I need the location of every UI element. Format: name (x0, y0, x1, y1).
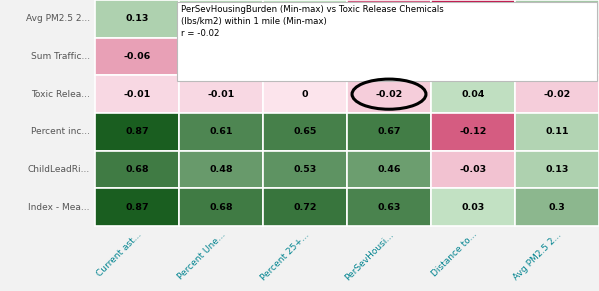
Text: 0.13: 0.13 (545, 165, 568, 174)
Text: Distance to...: Distance to... (431, 230, 479, 279)
Bar (347, 188, 431, 226)
Text: Avg PM2.5 2...: Avg PM2.5 2... (26, 14, 90, 23)
Text: 0.48: 0.48 (209, 165, 233, 174)
Bar (95, 75, 179, 113)
Text: 0.46: 0.46 (377, 165, 401, 174)
Text: 0: 0 (302, 90, 308, 99)
FancyBboxPatch shape (177, 2, 597, 81)
Text: 0.05: 0.05 (294, 14, 317, 23)
Text: Index - Mea...: Index - Mea... (29, 203, 90, 212)
Bar (95, 113, 179, 151)
Bar (347, 113, 431, 151)
Bar (515, 75, 599, 113)
Text: PerSevHousi...: PerSevHousi... (343, 230, 395, 282)
Bar (263, 38, 347, 75)
Bar (515, 0, 599, 38)
Bar (515, 113, 599, 151)
Bar (179, 151, 263, 188)
Bar (431, 151, 515, 188)
Text: 0.09: 0.09 (209, 14, 232, 23)
Bar (515, 38, 599, 75)
Text: 0.3: 0.3 (549, 203, 565, 212)
Bar (431, 38, 515, 75)
Text: -0.12: -0.12 (459, 127, 486, 136)
Bar (179, 188, 263, 226)
Text: 0.67: 0.67 (377, 127, 401, 136)
Bar (347, 38, 431, 75)
Bar (179, 38, 263, 75)
Bar (347, 151, 431, 188)
Text: 0.72: 0.72 (294, 203, 317, 212)
Text: Avg PM2.5 2...: Avg PM2.5 2... (512, 230, 564, 282)
Bar (347, 75, 431, 113)
Text: 0.13: 0.13 (125, 14, 149, 23)
Text: 0.06: 0.06 (545, 52, 568, 61)
Text: 0.53: 0.53 (294, 165, 317, 174)
Bar (431, 0, 515, 38)
Text: 0.18: 0.18 (545, 14, 569, 23)
Text: -0.02: -0.02 (376, 90, 403, 99)
Text: 0.68: 0.68 (125, 165, 149, 174)
Text: Sum Traffic...: Sum Traffic... (31, 52, 90, 61)
Bar (263, 188, 347, 226)
Bar (95, 38, 179, 75)
Bar (263, 113, 347, 151)
Text: 0.04: 0.04 (461, 90, 485, 99)
Bar (263, 151, 347, 188)
Text: 0.65: 0.65 (294, 127, 317, 136)
Text: 0.05: 0.05 (377, 52, 401, 61)
Text: -0.06: -0.06 (123, 52, 150, 61)
Text: -0.02: -0.02 (543, 90, 571, 99)
Text: Percent Une...: Percent Une... (176, 230, 228, 281)
Text: -0.01: -0.01 (123, 90, 150, 99)
Bar (179, 75, 263, 113)
Text: -0.12: -0.12 (459, 52, 486, 61)
Text: 0.63: 0.63 (377, 203, 401, 212)
Bar (179, 0, 263, 38)
Text: Percent 25+...: Percent 25+... (259, 230, 311, 282)
Text: -0.03: -0.03 (459, 165, 486, 174)
Text: -0.05: -0.05 (292, 52, 319, 61)
Text: -0.18: -0.18 (459, 14, 487, 23)
Bar (431, 75, 515, 113)
Text: Current ast...: Current ast... (95, 230, 143, 278)
Bar (431, 113, 515, 151)
Text: 0.87: 0.87 (125, 203, 149, 212)
Text: Toxic Relea...: Toxic Relea... (31, 90, 90, 99)
Text: 0.61: 0.61 (209, 127, 233, 136)
Bar (515, 188, 599, 226)
Text: 0.03: 0.03 (461, 203, 485, 212)
Text: PerSevHousingBurden (Min-max) vs Toxic Release Chemicals
(lbs/km2) within 1 mile: PerSevHousingBurden (Min-max) vs Toxic R… (181, 5, 444, 38)
Text: 0.11: 0.11 (545, 127, 568, 136)
Bar (95, 188, 179, 226)
Text: Percent inc...: Percent inc... (31, 127, 90, 136)
Text: -0.05: -0.05 (207, 52, 235, 61)
Bar (179, 113, 263, 151)
Text: 0.68: 0.68 (209, 203, 233, 212)
Text: -0.01: -0.01 (207, 90, 235, 99)
Bar (95, 0, 179, 38)
Bar (263, 75, 347, 113)
Text: ChildLeadRi...: ChildLeadRi... (28, 165, 90, 174)
Bar (95, 151, 179, 188)
Bar (263, 0, 347, 38)
Bar (515, 151, 599, 188)
Text: 0.87: 0.87 (125, 127, 149, 136)
Bar (431, 188, 515, 226)
Text: -0.12: -0.12 (376, 14, 403, 23)
Bar (347, 0, 431, 38)
